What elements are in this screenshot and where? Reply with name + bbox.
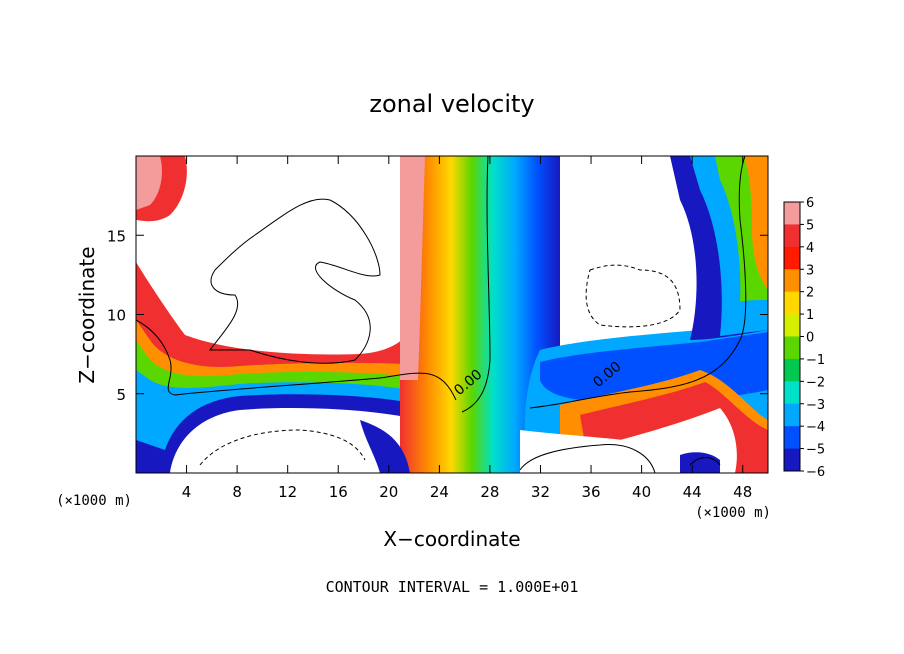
colorbar-label: −1 <box>806 353 825 368</box>
colorbar-label: 5 <box>806 218 814 233</box>
colorbar-label: 0 <box>806 331 814 346</box>
colorbar-label: 4 <box>806 241 814 256</box>
colorbar-label: −2 <box>806 375 825 390</box>
x-tick-label: 4 <box>182 483 192 501</box>
colorbar-swatch <box>784 224 800 248</box>
y-tick-label: 15 <box>107 227 126 245</box>
x-unit-right: (×1000 m) <box>695 505 771 521</box>
x-unit-left: (×1000 m) <box>56 493 132 509</box>
colorbar-label: 1 <box>806 308 814 323</box>
colorbar: 6 5 4 3 2 1 0 −1 −2 −3 −4 −5 −6 <box>783 196 825 480</box>
colorbar-label: 3 <box>806 263 814 278</box>
colorbar-label: −5 <box>806 443 825 458</box>
x-tick-label: 32 <box>531 483 550 501</box>
colorbar-swatch <box>784 336 800 360</box>
y-axis-label: Z−coordinate <box>75 246 99 383</box>
velocity-field <box>136 156 768 473</box>
x-tick-label: 12 <box>278 483 297 501</box>
y-tick-label: 10 <box>107 307 126 325</box>
colorbar-swatch <box>784 426 800 450</box>
x-tick-label: 36 <box>581 483 600 501</box>
chart-title: zonal velocity <box>369 90 534 118</box>
y-tick-label: 5 <box>116 386 126 404</box>
contour-lines <box>136 156 747 473</box>
colorbar-swatch <box>784 246 800 270</box>
x-tick-label: 44 <box>683 483 702 501</box>
contour-interval-note: CONTOUR INTERVAL = 1.000E+01 <box>326 578 579 596</box>
colorbar-swatch <box>784 314 800 337</box>
colorbar-label: −3 <box>806 398 825 413</box>
x-tick-label: 24 <box>430 483 449 501</box>
x-tick-label: 48 <box>733 483 752 501</box>
x-axis: 4 8 12 16 20 24 28 32 36 40 44 48 <box>182 156 752 501</box>
x-tick-label: 16 <box>329 483 348 501</box>
colorbar-label: 6 <box>806 196 814 211</box>
colorbar-swatch <box>784 381 800 405</box>
x-tick-label: 40 <box>632 483 651 501</box>
colorbar-label: −6 <box>806 465 825 480</box>
x-axis-label: X−coordinate <box>383 527 520 551</box>
x-tick-label: 28 <box>480 483 499 501</box>
colorbar-swatch <box>784 403 800 427</box>
x-tick-label: 8 <box>232 483 242 501</box>
x-tick-label: 20 <box>379 483 398 501</box>
colorbar-swatch <box>784 448 800 472</box>
colorbar-swatch <box>784 291 800 315</box>
colorbar-label: −4 <box>806 420 825 435</box>
colorbar-swatch <box>784 269 800 293</box>
colorbar-swatch <box>784 202 800 225</box>
colorbar-swatch <box>784 358 800 382</box>
colorbar-label: 2 <box>806 286 814 301</box>
y-axis: 5 10 15 <box>107 227 768 404</box>
